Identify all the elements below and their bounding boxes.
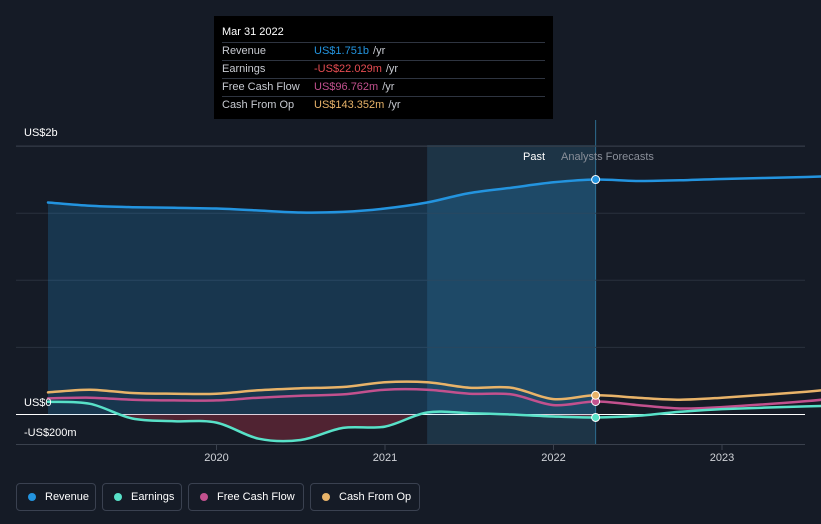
legend-label: Earnings [131, 491, 175, 503]
tooltip-row: Earnings -US$22.029m/yr [222, 60, 545, 78]
legend-label: Revenue [45, 491, 90, 503]
tooltip-unit: /yr [388, 99, 401, 111]
tooltip-date: Mar 31 2022 [222, 26, 284, 38]
area-fills [48, 179, 596, 442]
legend-item-cash-from-op[interactable]: Cash From Op [310, 483, 420, 511]
hover-markers [591, 175, 601, 422]
legend-item-revenue[interactable]: Revenue [16, 483, 96, 511]
tooltip-label: Free Cash Flow [222, 81, 300, 93]
series-line-earnings [46, 400, 821, 443]
series-lines [46, 175, 821, 443]
tooltip-value: US$143.352m [314, 99, 385, 111]
legend-label: Cash From Op [339, 491, 412, 503]
legend-dot-icon [114, 493, 122, 501]
marker-cash-from-op [591, 390, 601, 400]
legend-label: Free Cash Flow [217, 491, 295, 503]
tooltip-rows: Revenue US$1.751b/yr Earnings -US$22.029m/y… [222, 42, 545, 114]
tooltip-row: Free Cash Flow US$96.762m/yr [222, 78, 545, 96]
legend-item-earnings[interactable]: Earnings [102, 483, 182, 511]
legend-dot-icon [28, 493, 36, 501]
tooltip-unit: /yr [373, 45, 386, 57]
tooltip: Mar 31 2022 Revenue US$1.751b/yr Earnings -… [214, 16, 553, 119]
forecast-label: Analysts Forecasts [561, 151, 654, 163]
legend-dot-icon [200, 493, 208, 501]
tooltip-value: US$1.751b [314, 45, 370, 57]
axis-labels: US$2b US$0 -US$200m Past Analysts Foreca… [24, 127, 734, 464]
tooltip-unit: /yr [382, 81, 395, 93]
legend-item-free-cash-flow[interactable]: Free Cash Flow [188, 483, 304, 511]
x-tick-label: 2020 [204, 452, 228, 464]
tooltip-label: Earnings [222, 63, 266, 75]
series-line-cash-from-op [46, 380, 821, 401]
y-label-top: US$2b [24, 127, 58, 139]
tooltip-label: Revenue [222, 45, 267, 57]
y-label-zero: US$0 [24, 397, 52, 409]
marker-revenue [591, 175, 601, 185]
x-tick-label: 2022 [541, 452, 565, 464]
past-label: Past [523, 151, 545, 163]
grid-lines [16, 145, 805, 450]
tooltip-label: Cash From Op [222, 99, 295, 111]
tooltip-row: Revenue US$1.751b/yr [222, 42, 545, 60]
tooltip-row: Cash From Op US$143.352m/yr [222, 96, 545, 114]
tooltip-value: US$96.762m [314, 81, 379, 93]
tooltip-value: -US$22.029m [314, 63, 382, 75]
tooltip-unit: /yr [385, 63, 399, 75]
revenue-area [48, 179, 596, 415]
legend-dot-icon [322, 493, 330, 501]
x-tick-label: 2021 [373, 452, 397, 464]
series-line-free-cash-flow [46, 387, 821, 410]
y-label-bottom: -US$200m [24, 427, 77, 439]
marker-earnings [591, 412, 601, 422]
x-tick-label: 2023 [710, 452, 734, 464]
series-line-revenue [46, 175, 821, 214]
